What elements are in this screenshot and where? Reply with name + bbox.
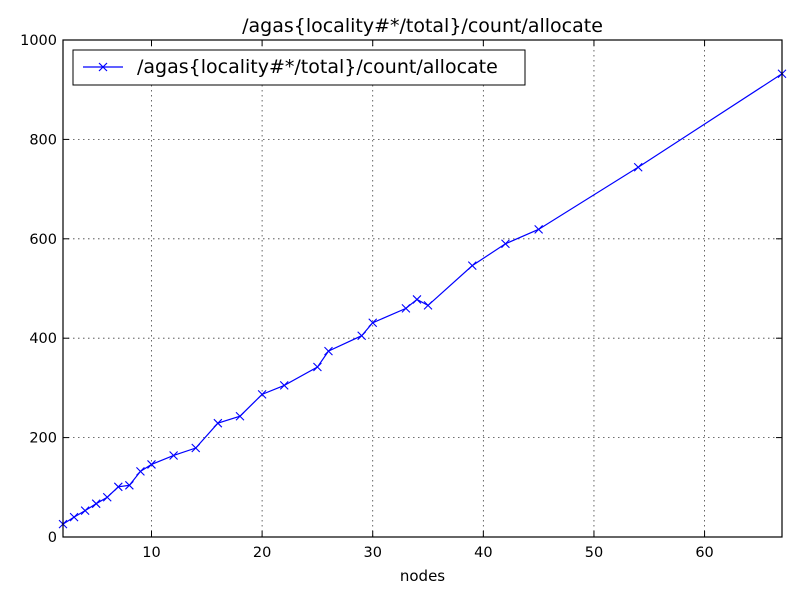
data-point-marker <box>69 512 79 522</box>
plot-frame <box>62 39 783 538</box>
x-axis-label: nodes <box>400 567 445 585</box>
y-tick-label: 600 <box>29 232 57 248</box>
data-point-marker <box>412 295 422 304</box>
data-point-marker <box>124 480 134 490</box>
data-point-marker <box>147 460 156 469</box>
data-point-marker <box>213 418 223 428</box>
data-point-marker <box>257 389 267 399</box>
y-tick-label: 1000 <box>20 33 57 49</box>
series-line <box>62 73 783 525</box>
data-point-marker <box>80 506 90 516</box>
data-point-marker <box>423 301 433 310</box>
chart-title: /agas{locality#*/total}/count/allocate <box>242 15 603 37</box>
y-tick-label: 0 <box>48 530 57 546</box>
data-point-marker <box>467 261 477 271</box>
data-point-marker <box>357 331 367 341</box>
data-point-marker <box>169 451 179 460</box>
data-point-marker <box>191 443 201 453</box>
series-marker-layer <box>58 69 787 529</box>
x-tick-label: 10 <box>142 545 160 561</box>
data-point-marker <box>501 239 510 249</box>
data-point-marker <box>401 303 411 313</box>
data-point-marker <box>324 346 333 356</box>
y-tick-label: 400 <box>29 331 57 347</box>
data-point-marker <box>91 499 101 509</box>
x-tick-label: 20 <box>253 545 271 561</box>
y-tick-label: 800 <box>29 132 57 148</box>
data-point-marker <box>368 318 378 328</box>
grid <box>63 40 782 537</box>
data-point-marker <box>113 482 123 492</box>
x-tick-label: 40 <box>474 545 492 561</box>
legend: /agas{locality#*/total}/count/allocate <box>72 49 526 86</box>
data-point-marker <box>136 467 145 476</box>
data-point-marker <box>235 411 245 421</box>
data-point-marker <box>102 492 112 502</box>
series-line-layer <box>62 73 783 525</box>
legend-box <box>72 49 526 86</box>
legend-entry-label: /agas{locality#*/total}/count/allocate <box>137 56 498 78</box>
data-point-marker <box>633 162 643 172</box>
data-point-marker <box>313 362 322 372</box>
x-tick-label: 50 <box>585 545 603 561</box>
legend-marker-swatch <box>98 62 108 72</box>
data-point-marker <box>279 381 289 390</box>
y-tick-label: 200 <box>29 431 57 447</box>
data-point-marker <box>534 224 544 234</box>
x-tick-label: 60 <box>695 545 713 561</box>
x-tick-label: 30 <box>363 545 381 561</box>
